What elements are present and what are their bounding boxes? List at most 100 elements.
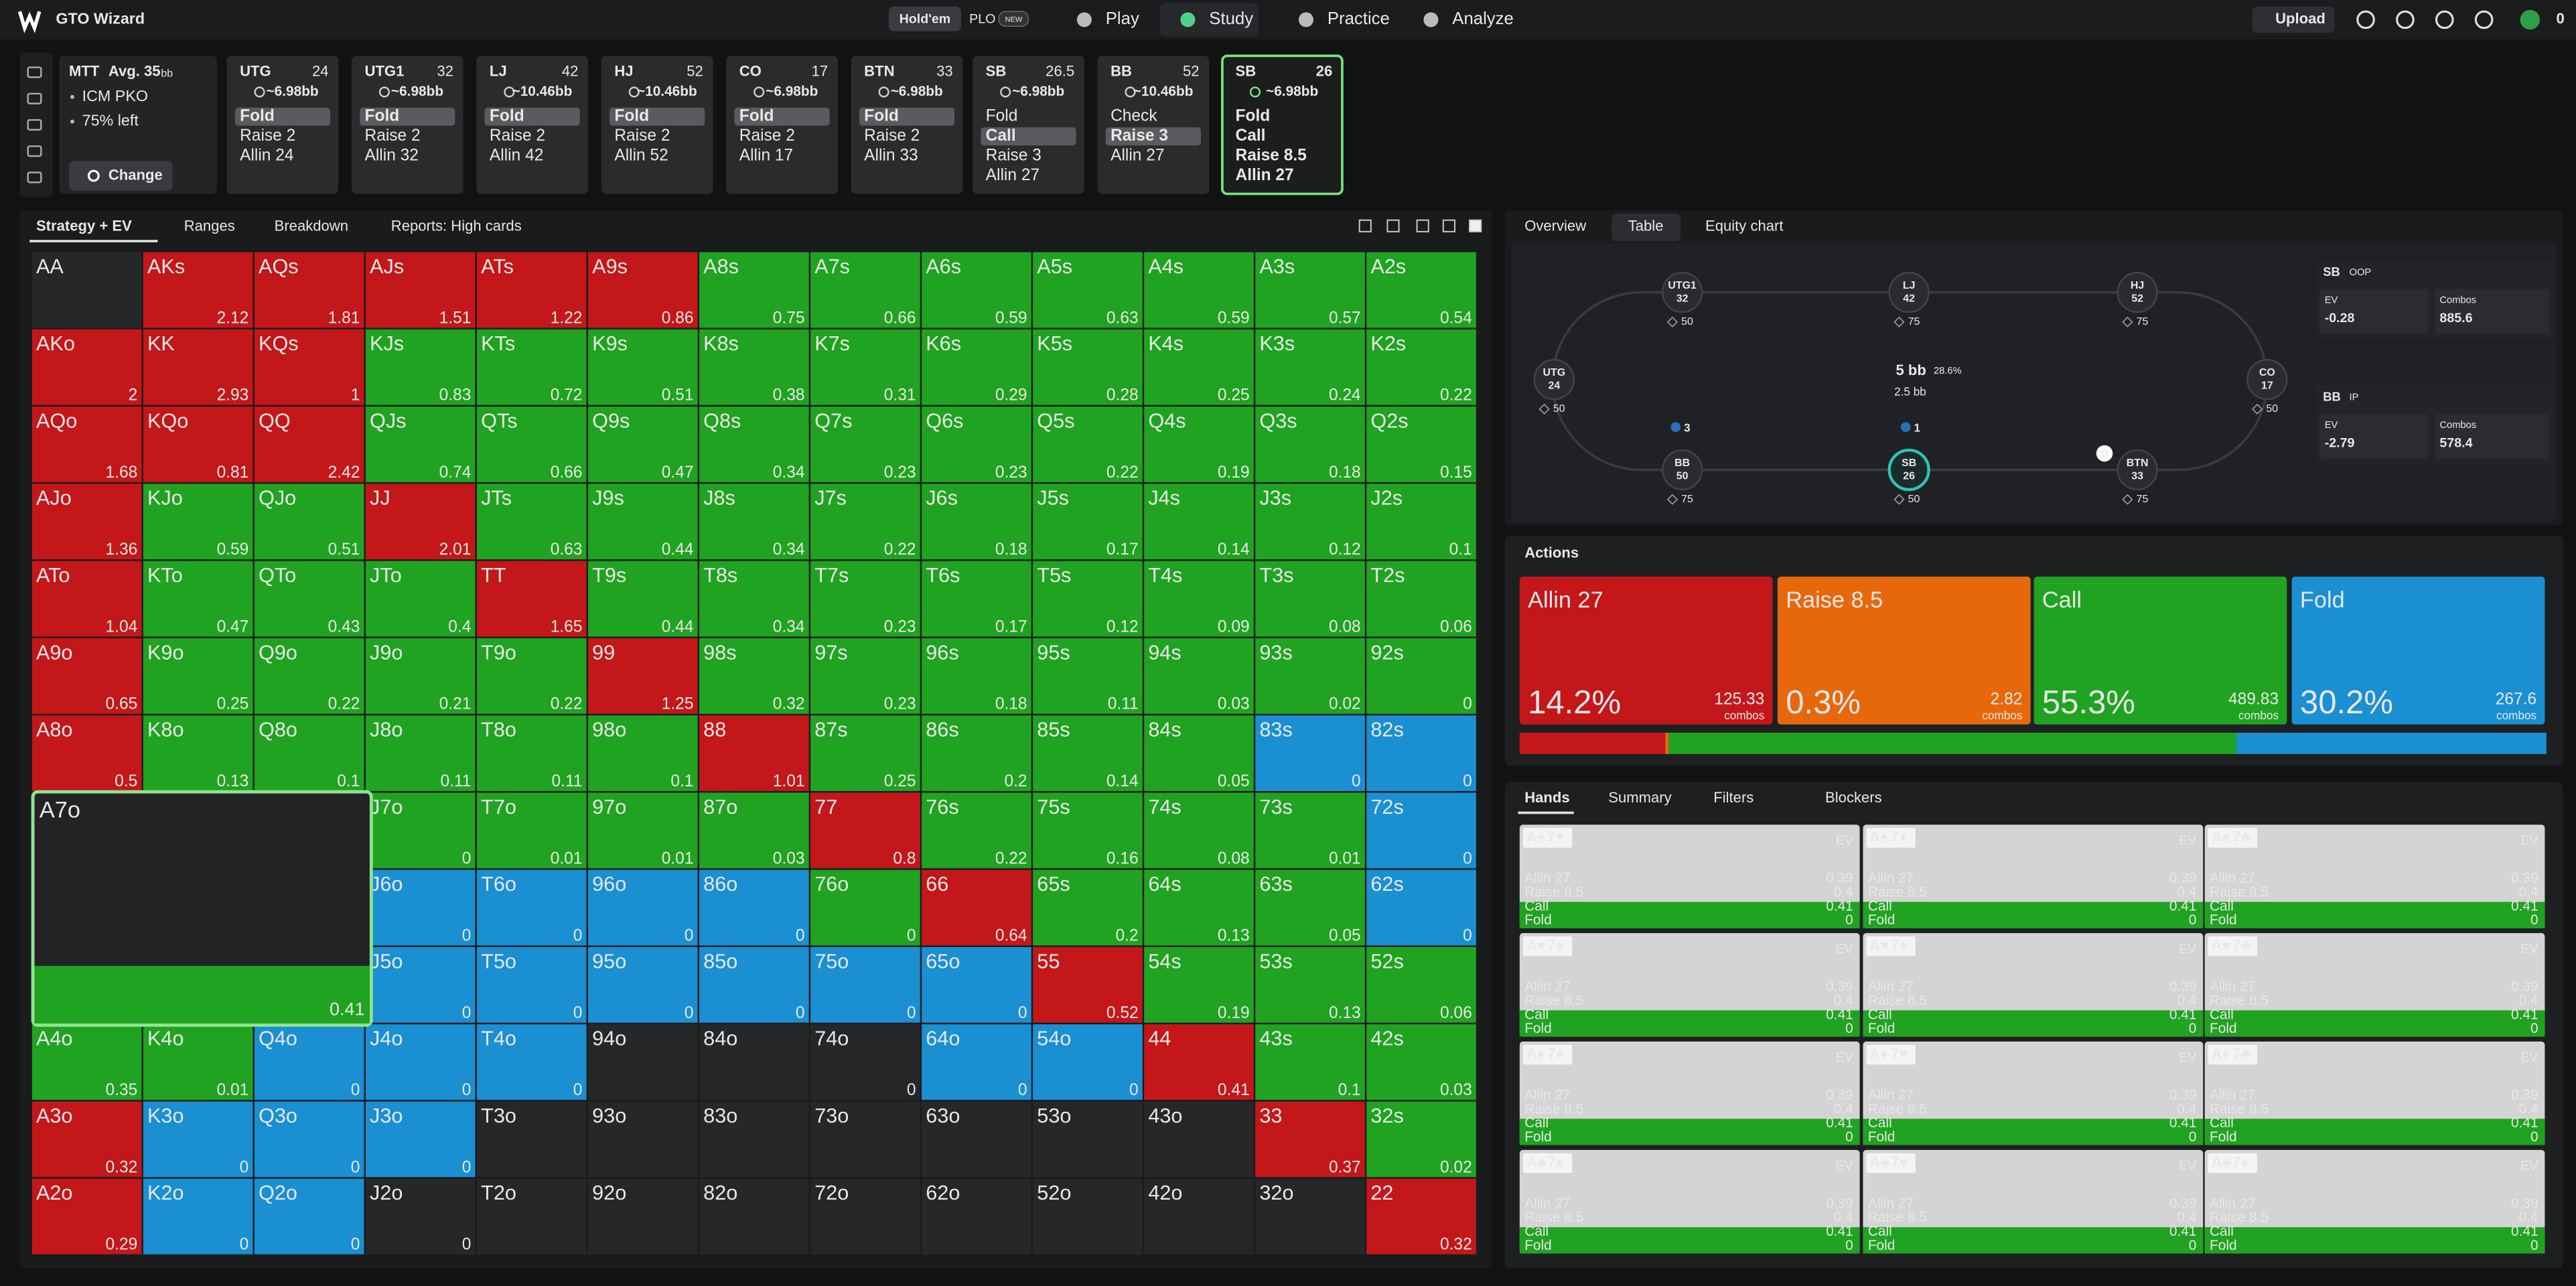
hand-ev: 0.05 — [1329, 927, 1361, 945]
cell[interactable] — [588, 1178, 698, 1255]
cell[interactable] — [699, 1024, 809, 1100]
hands-tab[interactable]: Blockers — [1825, 789, 1882, 806]
actions-title[interactable]: Actions — [1524, 544, 1579, 561]
mode-plo[interactable]: PLO — [969, 12, 995, 27]
mode-holdem[interactable]: Hold'em — [900, 12, 951, 27]
action-box[interactable] — [2291, 576, 2545, 725]
hand-label: 65s — [1037, 873, 1070, 896]
cell[interactable] — [699, 1178, 809, 1255]
cell[interactable] — [1033, 1178, 1143, 1255]
badge: NEW — [1005, 15, 1023, 23]
hand-ev: 0.64 — [995, 927, 1027, 945]
hand-label: 53o — [1037, 1104, 1071, 1127]
grid-tab[interactable]: Strategy + EV — [36, 217, 132, 234]
hand-label: A2o — [36, 1182, 73, 1204]
position-action: Fold — [739, 107, 774, 125]
cell[interactable] — [810, 1024, 920, 1100]
hand-ev: 0.32 — [773, 695, 805, 713]
hand-row-ev: 0.39 — [1826, 1087, 1853, 1102]
hand-label: 66 — [926, 873, 948, 896]
spot-tag: ICM PKO — [82, 87, 148, 104]
cell[interactable] — [588, 1101, 698, 1177]
right-tab[interactable]: Overview — [1524, 217, 1586, 234]
cell[interactable] — [588, 1024, 698, 1100]
cell-fill — [1366, 792, 1476, 869]
grid-tab[interactable]: Ranges — [184, 217, 235, 234]
nav-item[interactable]: Study — [1209, 9, 1253, 28]
hand-row-label: Call — [1868, 1224, 1892, 1239]
cell[interactable] — [1255, 1178, 1365, 1255]
cell-fill — [143, 715, 253, 791]
cell[interactable] — [1144, 1178, 1254, 1255]
grid-tab[interactable]: Reports: High cards — [391, 217, 522, 234]
change-btn[interactable] — [69, 161, 173, 191]
hand-label: J3s — [1259, 487, 1291, 510]
hand-ev: 0.03 — [1440, 1081, 1472, 1099]
cell-fill — [1255, 329, 1365, 405]
cell[interactable] — [476, 1178, 587, 1255]
nav-item[interactable]: Play — [1106, 9, 1139, 28]
hand-ev: 0.21 — [439, 695, 472, 713]
grid-tab[interactable]: Breakdown — [275, 217, 348, 234]
right-tab[interactable]: Equity chart — [1705, 217, 1784, 234]
cell-fill — [143, 329, 253, 405]
position-action: Allin 24 — [240, 146, 293, 164]
cell[interactable] — [1033, 1101, 1143, 1177]
cell[interactable] — [810, 1178, 920, 1255]
hand-card-text: 7♣ — [2232, 937, 2250, 954]
cell[interactable] — [699, 1101, 809, 1177]
cell[interactable] — [476, 1101, 587, 1177]
hand-row-label: Fold — [1868, 912, 1895, 928]
hand-row-label: Allin 27 — [1524, 979, 1570, 995]
cell-fill — [365, 252, 476, 328]
hand-label: J8s — [703, 487, 735, 510]
action-pct: 14.2% — [1528, 685, 1621, 721]
hand-row-ev: 0.4 — [2519, 885, 2538, 900]
cell-fill — [922, 252, 1031, 328]
cell[interactable] — [1144, 1101, 1254, 1177]
upload-btn[interactable] — [2252, 6, 2335, 33]
cell-fill — [1366, 715, 1476, 791]
pot-icon — [1000, 86, 1011, 98]
hand-ev: 0 — [907, 1004, 916, 1022]
action-box[interactable] — [1777, 576, 2031, 725]
cell[interactable] — [922, 1178, 1031, 1255]
hand-row-ev: 0 — [2530, 1238, 2538, 1253]
hand-ev: 0.09 — [1218, 618, 1250, 636]
right-tab[interactable]: Table — [1628, 217, 1664, 234]
hand-ev: 0 — [351, 1158, 360, 1176]
seat — [2246, 358, 2288, 401]
hand-label: 87s — [814, 719, 847, 741]
hand-label: 62o — [926, 1182, 960, 1204]
cell[interactable] — [365, 1178, 476, 1255]
hands-tab[interactable]: Filters — [1713, 789, 1754, 806]
cell[interactable] — [810, 1101, 920, 1177]
hand-ev: 0.59 — [217, 541, 249, 559]
cell-fill — [810, 947, 920, 1023]
nav-item[interactable]: Analyze — [1452, 9, 1514, 28]
hand-row-label: Raise 8.5 — [1524, 1101, 1583, 1117]
hands-tab[interactable]: Summary — [1608, 789, 1671, 806]
hand-card-text: 7♦ — [1891, 829, 1907, 845]
hand-label: 43s — [1259, 1027, 1292, 1050]
hand-label: 73o — [814, 1104, 849, 1127]
hand-label: A5s — [1037, 255, 1072, 278]
position-card[interactable] — [1221, 54, 1344, 196]
cell-fill — [699, 715, 809, 791]
hand-ev: 0.75 — [773, 309, 805, 327]
tool-icon — [2474, 10, 2494, 29]
hand-label: 75s — [1037, 796, 1070, 818]
cell-fill — [699, 638, 809, 714]
action-box[interactable] — [1519, 576, 1773, 725]
cell[interactable] — [31, 252, 142, 328]
hand-ev: 1.65 — [551, 618, 583, 636]
hands-tab[interactable]: Hands — [1524, 789, 1569, 806]
nav-item[interactable]: Practice — [1328, 9, 1390, 28]
hand-label: 54o — [1037, 1027, 1071, 1050]
hand-ev: 0.37 — [1329, 1158, 1361, 1176]
cell[interactable] — [922, 1101, 1031, 1177]
hand-label: K2o — [147, 1182, 184, 1204]
hand-ev: 0.13 — [1329, 1004, 1361, 1022]
hand-best — [2204, 902, 2545, 928]
action-box[interactable] — [2033, 576, 2287, 725]
